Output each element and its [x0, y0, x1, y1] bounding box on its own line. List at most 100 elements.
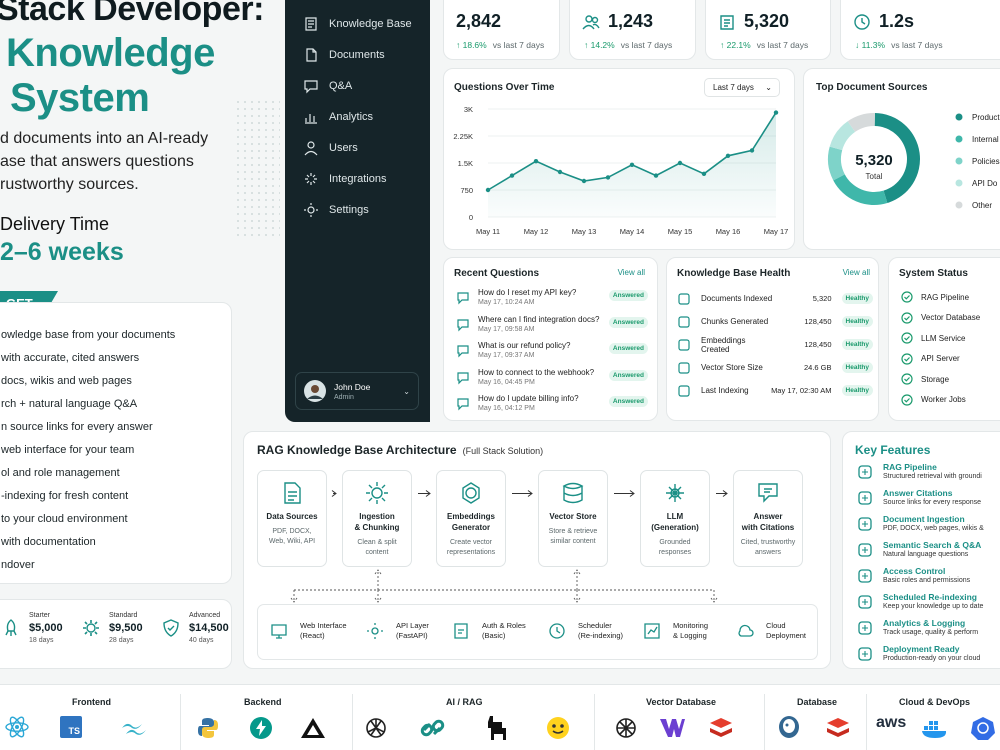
- key-feature-desc: Structured retrieval with groundi: [883, 473, 982, 480]
- openai-vector-icon: [616, 718, 636, 738]
- sidebar-item-label: Integrations: [329, 172, 387, 185]
- status-badge: Answered: [608, 316, 648, 328]
- pricing-tier-name: Starter: [29, 612, 51, 619]
- aws-icon-label: aws: [876, 714, 907, 731]
- data-point: [533, 159, 539, 164]
- recent-question-item[interactable]: What is our refund policy? May 17, 09:37 …: [456, 341, 648, 368]
- system-status-item: RAG Pipeline: [901, 287, 980, 308]
- check-circle-icon: [901, 312, 913, 324]
- database-icon: [562, 482, 584, 504]
- knowledge-base-icon: [305, 16, 317, 31]
- pricing-tier-starter[interactable]: Starter $5,000 18 days: [1, 612, 81, 644]
- pricing-tier-price: $14,500: [189, 622, 229, 634]
- dashed-connector: [710, 590, 718, 603]
- hero-desc-line3: rustworthy sources.: [0, 176, 139, 193]
- legend-swatch: [955, 179, 963, 187]
- infra-item: Web Interface (React): [270, 621, 347, 641]
- recent-questions-list: How do I reset my API key? May 17, 10:24 …: [456, 288, 648, 421]
- arrow-right-icon: [716, 490, 728, 497]
- system-status-label: API Server: [921, 354, 960, 364]
- sidebar-item-documents[interactable]: Documents: [285, 39, 430, 70]
- python-icon: [198, 718, 218, 738]
- user-name: John Doe: [334, 381, 371, 392]
- pricing-tier-advanced[interactable]: Advanced $14,500 40 days: [161, 612, 241, 644]
- kb-health-value: 128,450: [804, 340, 832, 349]
- infra-item: API Layer (FastAPI): [366, 621, 429, 641]
- deliverable-item: with accurate, cited answers: [1, 352, 140, 364]
- donut-center-label: Total: [865, 172, 883, 181]
- x-tick-label: May 13: [572, 227, 597, 236]
- infra-item-label: Monitoring: [673, 621, 709, 630]
- kubernetes-icon: [971, 717, 995, 740]
- postgresql-icon: [779, 716, 799, 738]
- data-point: [485, 187, 491, 193]
- infra-item-label: Auth & Roles: [482, 621, 526, 630]
- rocket-icon: [5, 619, 17, 636]
- user-role: Admin: [334, 393, 354, 401]
- kb-health-value: May 17, 02:30 AM: [771, 386, 832, 395]
- hero-title-line3: System: [10, 76, 150, 120]
- system-status-label: Storage: [921, 374, 950, 384]
- document-icon: [858, 517, 872, 531]
- range-select[interactable]: Last 7 days ⌄: [704, 78, 780, 97]
- deliverable-item: web interface for your team: [1, 444, 135, 456]
- file-icon: [284, 482, 301, 504]
- architecture-step-title2: (Generation): [651, 523, 699, 532]
- sidebar-item-analytics[interactable]: Analytics: [285, 101, 430, 132]
- data-point: [749, 148, 755, 153]
- question-text: How to connect to the webhook?: [478, 367, 595, 377]
- delivery-value: 2–6 weeks: [0, 238, 124, 266]
- legend-label: API Do: [972, 179, 998, 188]
- questions-chart-title: Questions Over Time: [454, 82, 555, 93]
- kb-health-view-all[interactable]: View all: [842, 268, 870, 277]
- stat-change: ↑ 18.6%: [456, 40, 487, 50]
- tech-category-header: Cloud & DevOps: [899, 697, 971, 707]
- recent-question-item[interactable]: How do I reset my API key? May 17, 10:24 …: [456, 288, 648, 315]
- sidebar-item-label: Documents: [329, 48, 385, 61]
- recent-question-item[interactable]: How to connect to the webhook? May 16, 04…: [456, 368, 648, 395]
- recent-question-item[interactable]: How do I update billing info? May 16, 04:…: [456, 394, 648, 421]
- status-badge: Healthy: [841, 385, 873, 396]
- infra-item: Cloud Deployment: [736, 621, 806, 641]
- architecture-step: Ingestion & Chunking Clean & split content: [342, 470, 412, 567]
- deliverable-item: rch + natural language Q&A: [1, 398, 138, 410]
- status-badge: Answered: [608, 396, 648, 407]
- key-feature-desc: Track usage, quality & perform: [883, 629, 979, 636]
- sidebar-item-users[interactable]: Users: [285, 132, 430, 163]
- infra-item-sublabel: (Re-indexing): [578, 631, 624, 640]
- tech-divider: [764, 694, 765, 750]
- key-feature-title: Access Control: [883, 566, 946, 576]
- question-time: May 16, 04:12 PM: [478, 405, 535, 412]
- sidebar-item-integrations[interactable]: Integrations: [285, 163, 430, 194]
- sidebar-item-settings[interactable]: Settings: [285, 194, 430, 225]
- architecture-step: Embeddings Generator Create vector represen…: [436, 470, 506, 567]
- langchain-icon: [420, 719, 445, 737]
- recent-question-item[interactable]: Where can I find integration docs? May 17…: [456, 315, 648, 342]
- y-tick-label: 1.5K: [458, 159, 473, 168]
- user-profile[interactable]: John Doe Admin ⌄: [295, 372, 419, 410]
- infra-item: Monitoring & Logging: [643, 621, 708, 641]
- pricing-tier-days: 28 days: [109, 637, 134, 644]
- avatar: [304, 380, 326, 402]
- kb-health-label: Chunks Generated: [701, 317, 769, 326]
- cloud-icon: [738, 624, 754, 637]
- sidebar-item-knowledge-base[interactable]: Knowledge Base: [285, 8, 430, 39]
- system-status-label: Vector Database: [921, 313, 981, 323]
- architecture-step-desc2: content: [365, 549, 389, 556]
- architecture-step-title: Answer: [753, 512, 783, 521]
- infra-item: Scheduler (Re-indexing): [548, 621, 623, 641]
- settings-icon: [304, 202, 318, 217]
- arrow-right-icon: [331, 490, 337, 497]
- pricing-tier-standard[interactable]: Standard $9,500 28 days: [81, 612, 161, 644]
- recent-questions-view-all[interactable]: View all: [617, 268, 645, 277]
- sidebar-item-q-a[interactable]: Q&A: [285, 70, 430, 101]
- llm-icon: [666, 484, 684, 502]
- search-icon: [858, 543, 872, 557]
- architecture-step-title2: & Chunking: [354, 523, 400, 532]
- chat-icon: [457, 292, 469, 305]
- deploy-icon: [858, 647, 872, 661]
- range-select-label: Last 7 days: [713, 83, 754, 92]
- arrow-right-icon: [614, 490, 635, 497]
- stat-card: 1,243 ↑ 14.2% vs last 7 days: [569, 0, 696, 60]
- donut-slice: [828, 146, 845, 181]
